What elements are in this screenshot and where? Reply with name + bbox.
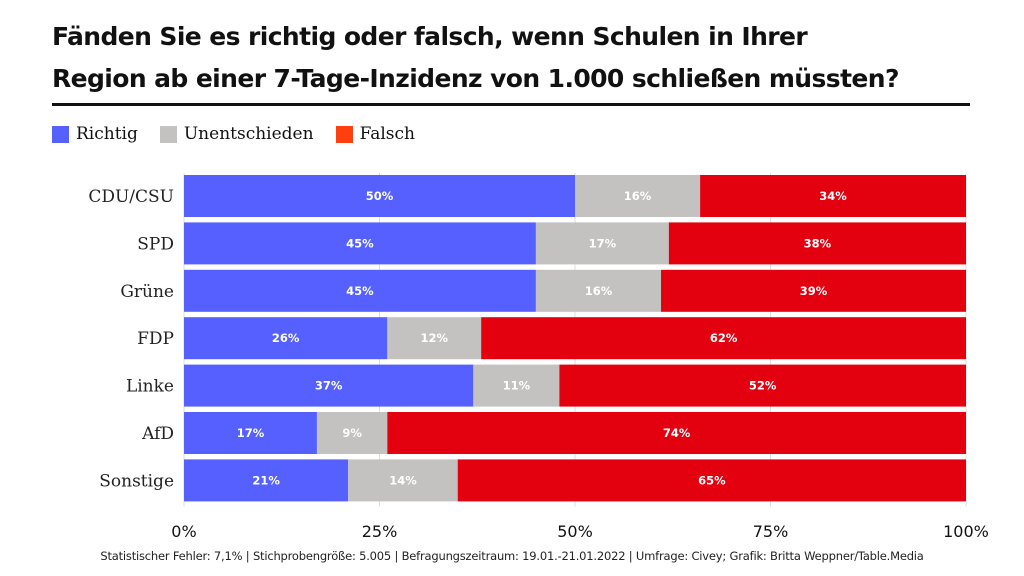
category-label: Linke — [126, 377, 174, 397]
bar-segment-falsch — [481, 317, 966, 360]
bar-segment-unentschieden — [387, 317, 482, 360]
data-label: 16% — [585, 284, 613, 298]
data-label: 21% — [252, 473, 280, 487]
legend-item-unentschieden: Unentschieden — [159, 124, 314, 144]
bar-segment-richtig — [184, 175, 575, 217]
data-label: 14% — [389, 473, 417, 487]
footer-source: Statistischer Fehler: 7,1% | Stichproben… — [100, 549, 924, 563]
bar-segment-falsch — [559, 364, 966, 407]
legend-swatch-unentschieden — [159, 125, 177, 143]
bar-segment-unentschieden — [535, 269, 662, 312]
legend-item-richtig: Richtig — [52, 124, 138, 144]
bar-segment-unentschieden — [535, 222, 669, 265]
data-label: 65% — [698, 473, 726, 487]
data-label: 12% — [420, 331, 448, 345]
legend: Richtig Unentschieden Falsch — [52, 124, 437, 144]
data-label: 11% — [503, 379, 531, 393]
chart-title-line-1: Fänden Sie es richtig oder falsch, wenn … — [52, 22, 808, 51]
legend-label-unentschieden: Unentschieden — [183, 124, 314, 144]
bar-segment-falsch — [661, 269, 966, 312]
bar-segment-unentschieden — [348, 459, 458, 502]
bar-segment-unentschieden — [575, 175, 701, 217]
data-label: 16% — [624, 189, 652, 203]
data-label: 52% — [749, 379, 777, 393]
data-label: 9% — [342, 426, 362, 440]
bar-segment-falsch — [387, 412, 966, 454]
category-label: FDP — [137, 329, 174, 349]
data-label: 45% — [346, 236, 374, 250]
data-label: 45% — [346, 284, 374, 298]
category-label: Sonstige — [99, 471, 174, 491]
bar-segment-richtig — [184, 412, 317, 454]
legend-swatch-falsch — [335, 125, 353, 143]
chart-title: Fänden Sie es richtig oder falsch, wenn … — [52, 16, 982, 100]
category-label: AfD — [141, 424, 174, 444]
x-tick-label: 0% — [171, 522, 196, 541]
category-label: Grüne — [120, 282, 174, 302]
legend-label-falsch: Falsch — [359, 124, 415, 144]
title-divider — [52, 103, 970, 106]
data-label: 17% — [589, 236, 617, 250]
bars: 50% 16% 34% 45% 17% 38% 45% 16% 39% 26% 12% 62% 37% 1… — [184, 175, 966, 502]
category-labels: CDU/CSU SPD Grüne FDP Linke AfD Sonstige — [88, 187, 174, 491]
x-tick-label: 100% — [943, 522, 989, 541]
x-tick-label: 75% — [753, 522, 789, 541]
legend-item-falsch: Falsch — [335, 124, 415, 144]
category-label: SPD — [137, 234, 174, 254]
x-tick-label: 50% — [557, 522, 593, 541]
bar-segment-unentschieden — [473, 364, 560, 407]
data-label: 37% — [315, 379, 343, 393]
legend-swatch-richtig — [52, 125, 69, 143]
data-label: 38% — [804, 236, 832, 250]
bar-segment-falsch — [700, 175, 966, 217]
legend-label-richtig: Richtig — [76, 124, 138, 144]
bar-segment-richtig — [184, 269, 536, 312]
bar-segment-falsch — [457, 459, 966, 502]
chart-title-line-2: Region ab einer 7-Tage-Inzidenz von 1.00… — [52, 64, 899, 93]
data-label: 34% — [819, 189, 847, 203]
data-label: 74% — [663, 426, 691, 440]
x-axis-ticks: 0% 25% 50% 75% 100% — [171, 522, 989, 541]
bar-segment-falsch — [668, 222, 966, 265]
x-tick-label: 25% — [362, 522, 398, 541]
bar-segment-unentschieden — [316, 412, 388, 454]
bar-segment-richtig — [184, 222, 536, 265]
data-label: 39% — [800, 284, 828, 298]
bar-segment-richtig — [184, 459, 349, 502]
category-label: CDU/CSU — [88, 187, 174, 207]
data-label: 17% — [237, 426, 265, 440]
bar-segment-richtig — [184, 364, 474, 407]
data-label: 26% — [272, 331, 300, 345]
data-label: 50% — [366, 189, 394, 203]
bar-segment-richtig — [184, 317, 388, 360]
data-label: 62% — [710, 331, 738, 345]
